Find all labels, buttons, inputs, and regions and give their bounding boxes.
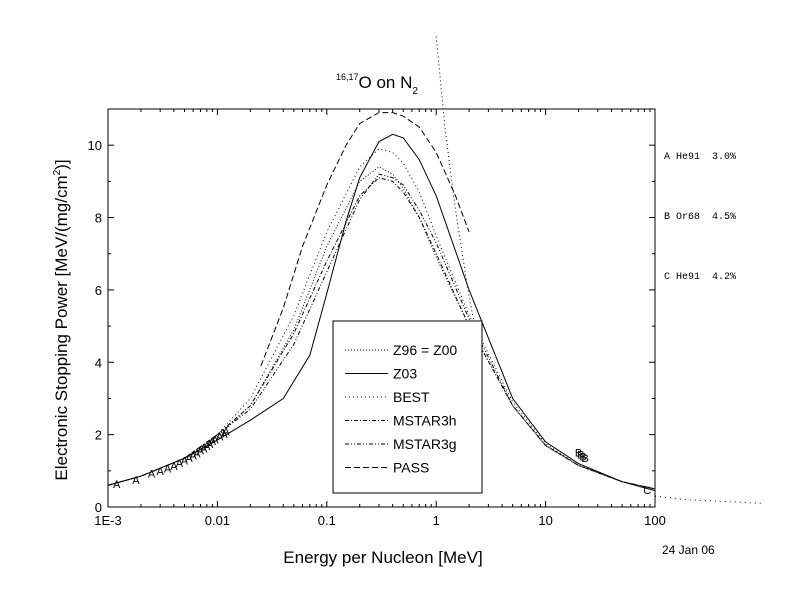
y-label-main: Electronic Stopping Power [MeV/(mg/cm: [52, 175, 71, 480]
data-marker-b: B: [577, 450, 584, 462]
legend-label: MSTAR3h: [393, 413, 457, 429]
chart-title: 16,17O on N2: [336, 72, 418, 97]
legend-label: MSTAR3g: [393, 436, 457, 452]
data-marker-b: B: [579, 451, 586, 463]
y-axis-ticks: 0 2 4 6 8 10: [88, 138, 655, 515]
data-marker-a: A: [132, 475, 140, 487]
data-marker-a: A: [216, 431, 224, 443]
date-stamp: 24 Jan 06: [662, 543, 715, 557]
series-layer: [108, 36, 765, 504]
data-marker-a: A: [200, 443, 208, 455]
y-tick-label: 6: [95, 283, 102, 298]
data-marker-a: A: [220, 429, 228, 441]
data-marker-c: C: [643, 485, 651, 497]
data-marker-b: B: [582, 453, 589, 465]
data-marker-a: A: [185, 453, 193, 465]
reference-b: B Or68 4.5%: [664, 212, 737, 223]
data-marker-a: A: [148, 469, 156, 481]
extension-curve-2: [654, 495, 765, 504]
legend-label: Z03: [393, 366, 417, 382]
data-marker-a: A: [164, 463, 172, 475]
title-superscript: 16,17: [336, 72, 359, 82]
data-marker-a: A: [211, 434, 219, 446]
x-axis-label: Energy per Nucleon [MeV]: [283, 548, 482, 567]
data-marker-b: B: [575, 448, 582, 460]
title-main: O on N: [359, 73, 413, 92]
x-tick-label: 10: [538, 513, 552, 528]
x-tick-label: 1: [433, 513, 440, 528]
x-tick-label: 1E-3: [94, 513, 121, 528]
x-tick-label: 100: [644, 513, 666, 528]
x-tick-label: 0.1: [318, 513, 336, 528]
y-tick-label: 4: [95, 355, 102, 370]
plot-area: [107, 108, 656, 508]
extension-curve-1: [435, 36, 479, 341]
data-marker-a: A: [170, 461, 178, 473]
x-tick-label: 0.01: [205, 513, 230, 528]
data-marker-a: A: [197, 446, 205, 458]
data-marker-a: A: [113, 479, 121, 491]
y-tick-label: 0: [95, 500, 102, 515]
data-marker-a: A: [193, 448, 201, 460]
plot-frame: [107, 108, 656, 508]
title-subscript: 2: [412, 86, 418, 97]
data-marker-a: A: [181, 456, 189, 468]
data-marker-a: A: [189, 451, 197, 463]
x-axis-ticks: 1E-3 0.01 0.1 1 10 100: [94, 109, 666, 528]
data-marker-a: A: [203, 441, 211, 453]
legend: Z96 = Z00 Z03 BEST MSTAR3h MSTAR3g PASS: [332, 320, 483, 494]
y-axis-label: Electronic Stopping Power [MeV/(mg/cm2)]: [52, 159, 71, 480]
y-tick-label: 8: [95, 211, 102, 226]
reference-a: A He91 3.0%: [664, 152, 737, 163]
legend-label: Z96 = Z00: [393, 342, 457, 358]
legend-label: BEST: [393, 389, 430, 405]
series-line-z03: [108, 133, 655, 492]
data-marker-a: A: [176, 458, 184, 470]
data-marker-a: A: [209, 436, 217, 448]
series-line-mstar3g: [108, 173, 655, 490]
legend-entries: Z96 = Z00 Z03 BEST MSTAR3h MSTAR3g PASS: [345, 342, 457, 476]
y-tick-label: 2: [95, 428, 102, 443]
y-tick-label: 10: [88, 138, 102, 153]
data-marker-a: A: [222, 427, 230, 439]
legend-label: PASS: [393, 460, 429, 476]
y-label-superscript: 2: [52, 169, 63, 175]
series-line-pass: [260, 112, 470, 367]
data-marker-a: A: [206, 439, 214, 451]
reference-list: A He91 3.0% B Or68 4.5% C He91 4.2%: [664, 108, 736, 308]
y-label-tail: )]: [52, 159, 71, 169]
data-marker-a: A: [157, 466, 165, 478]
reference-c: C He91 4.2%: [664, 272, 737, 283]
